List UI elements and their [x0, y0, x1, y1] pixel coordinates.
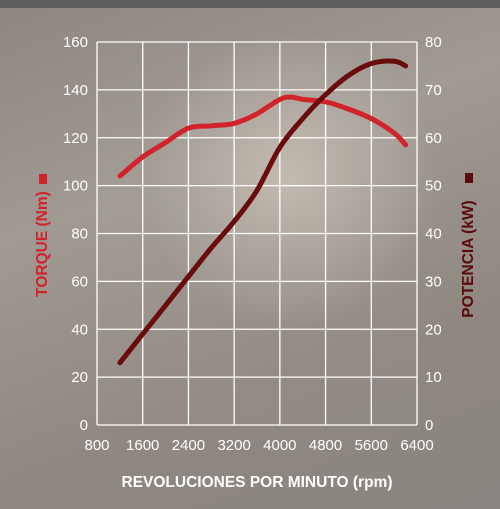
y-right-tick-label: 0 — [425, 417, 433, 434]
y-right-tick-label: 70 — [425, 82, 442, 99]
x-tick-label: 800 — [84, 437, 109, 454]
y-left-tick-label: 60 — [71, 273, 88, 290]
x-axis-ticks: 800 1600 2400 3200 4000 4800 5600 6400 — [84, 437, 433, 454]
power-legend-swatch — [465, 173, 473, 183]
x-tick-label: 1600 — [126, 437, 159, 454]
y-left-tick-label: 0 — [80, 417, 88, 434]
y-right-tick-label: 60 — [425, 130, 442, 147]
x-tick-label: 5600 — [355, 437, 388, 454]
y-axis-right-title: POTENCIA (kW) — [460, 173, 477, 318]
y-right-tick-label: 20 — [425, 321, 442, 338]
y-right-tick-label: 40 — [425, 226, 442, 243]
x-tick-label: 3200 — [217, 437, 250, 454]
y-left-tick-label: 140 — [63, 82, 88, 99]
y-left-tick-label: 160 — [63, 34, 88, 51]
y-right-tick-label: 50 — [425, 178, 442, 195]
background-haze — [140, 30, 440, 330]
x-tick-label: 6400 — [400, 437, 433, 454]
y-left-tick-label: 40 — [71, 321, 88, 338]
y-right-tick-label: 80 — [425, 34, 442, 51]
top-bar — [0, 0, 500, 8]
y-axis-left-label: TORQUE (Nm) — [34, 191, 51, 297]
y-axis-right-ticks: 0 10 20 30 40 50 60 70 80 — [425, 34, 442, 434]
torque-series-line — [117, 94, 409, 179]
y-left-tick-label: 100 — [63, 178, 88, 195]
x-tick-label: 4800 — [309, 437, 342, 454]
y-right-tick-label: 10 — [425, 369, 442, 386]
x-tick-label: 4000 — [263, 437, 296, 454]
y-left-tick-label: 20 — [71, 369, 88, 386]
series-group — [117, 58, 409, 366]
y-left-tick-label: 120 — [63, 130, 88, 147]
y-axis-left-title: TORQUE (Nm) — [34, 174, 51, 297]
torque-legend-swatch — [39, 174, 47, 184]
y-left-tick-label: 80 — [71, 226, 88, 243]
x-tick-label: 2400 — [172, 437, 205, 454]
y-axis-left-ticks: 0 20 40 60 80 100 120 140 160 — [63, 34, 88, 434]
x-axis-label: REVOLUCIONES POR MINUTO (rpm) — [122, 474, 393, 491]
grid — [96, 41, 418, 426]
y-axis-right-label: POTENCIA (kW) — [460, 200, 477, 317]
y-right-tick-label: 30 — [425, 273, 442, 290]
power-series-line — [117, 58, 409, 366]
